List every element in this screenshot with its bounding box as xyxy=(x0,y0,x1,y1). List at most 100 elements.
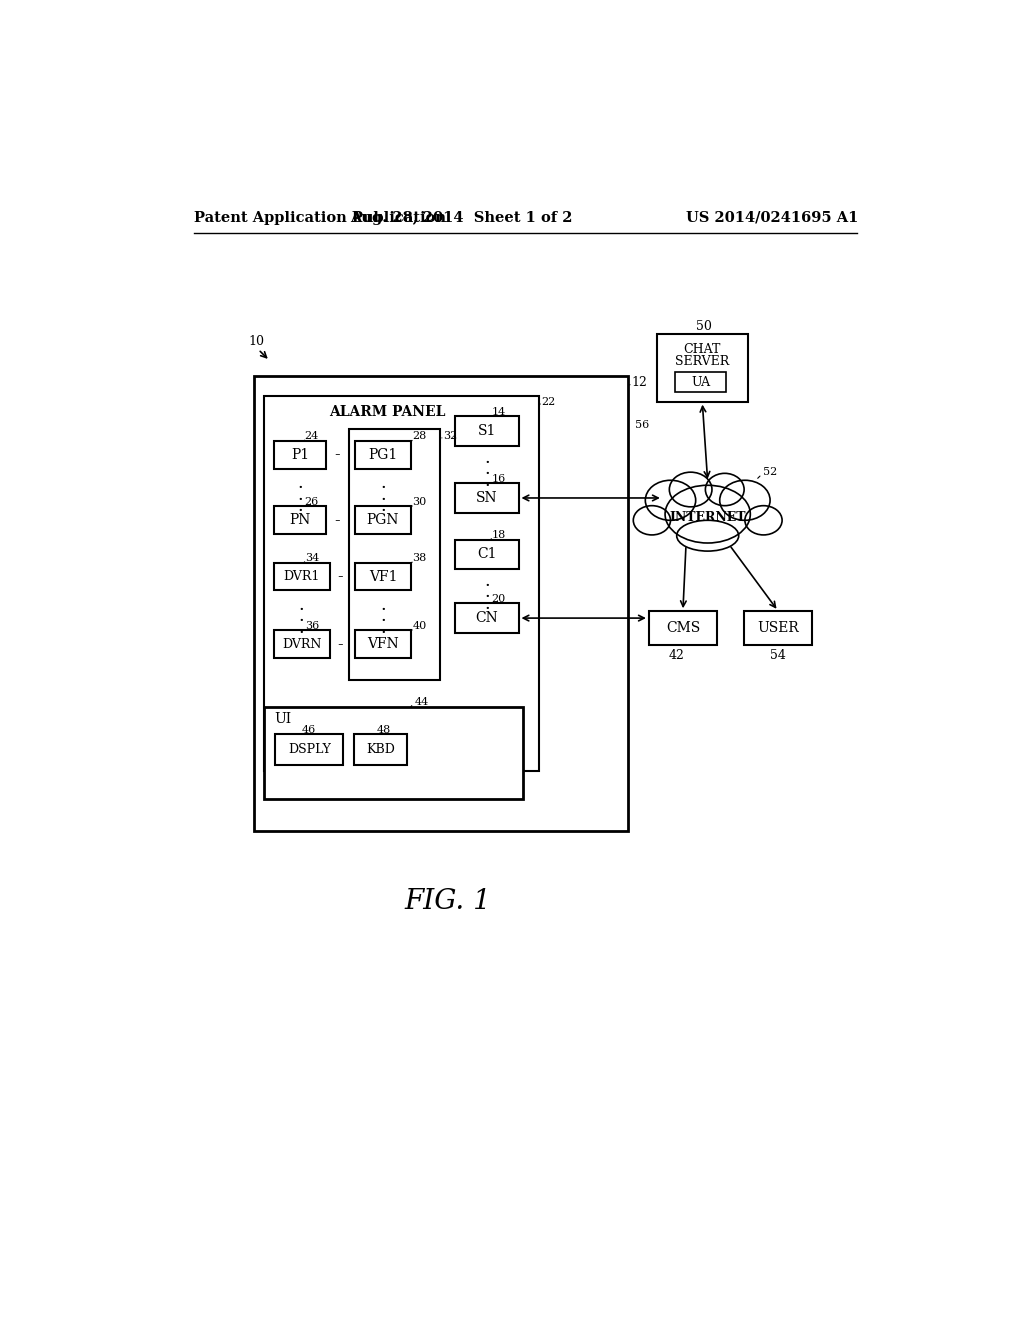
Text: ·: · xyxy=(380,502,386,520)
Bar xyxy=(455,603,518,632)
Text: 46: 46 xyxy=(302,725,315,735)
Text: ·: · xyxy=(299,624,304,642)
Text: VF1: VF1 xyxy=(369,569,397,583)
Bar xyxy=(273,441,327,469)
Text: SN: SN xyxy=(476,491,498,506)
Bar xyxy=(355,441,411,469)
Bar xyxy=(263,396,539,771)
Text: 34: 34 xyxy=(305,553,318,564)
Text: USER: USER xyxy=(758,622,799,635)
Text: 50: 50 xyxy=(696,319,712,333)
Text: ·: · xyxy=(297,502,303,520)
Text: ALARM PANEL: ALARM PANEL xyxy=(330,405,445,420)
Text: DSPLY: DSPLY xyxy=(288,743,331,756)
Text: DVRN: DVRN xyxy=(282,638,322,651)
Text: 52: 52 xyxy=(764,467,778,477)
Text: 42: 42 xyxy=(669,649,685,663)
Bar xyxy=(273,507,327,535)
Text: 38: 38 xyxy=(413,553,427,564)
Bar xyxy=(273,562,330,590)
Bar xyxy=(349,429,440,680)
Bar xyxy=(455,540,518,569)
Text: ·: · xyxy=(380,479,386,496)
Text: -: - xyxy=(338,568,343,585)
Bar xyxy=(355,562,411,590)
Text: 12: 12 xyxy=(631,376,647,389)
Text: CMS: CMS xyxy=(666,622,700,635)
Text: ·: · xyxy=(299,601,304,619)
Text: 28: 28 xyxy=(413,432,427,441)
Bar xyxy=(254,376,628,830)
Ellipse shape xyxy=(706,474,744,506)
Text: US 2014/0241695 A1: US 2014/0241695 A1 xyxy=(686,211,858,224)
Text: UA: UA xyxy=(691,376,711,389)
Text: C1: C1 xyxy=(477,548,497,561)
Text: 40: 40 xyxy=(413,620,427,631)
Text: ·: · xyxy=(380,491,386,508)
Text: Patent Application Publication: Patent Application Publication xyxy=(194,211,445,224)
Bar xyxy=(675,372,726,392)
Bar xyxy=(744,611,812,645)
Text: ·: · xyxy=(380,624,386,642)
Text: 36: 36 xyxy=(305,620,318,631)
Text: -: - xyxy=(335,512,340,529)
Text: 16: 16 xyxy=(492,474,506,483)
Bar xyxy=(455,416,518,446)
Text: CN: CN xyxy=(475,611,499,626)
Text: 30: 30 xyxy=(413,496,427,507)
Text: 24: 24 xyxy=(305,432,318,441)
Text: ·: · xyxy=(484,465,489,483)
Bar xyxy=(275,734,343,766)
Ellipse shape xyxy=(665,486,751,543)
Text: ·: · xyxy=(297,479,303,496)
Text: DVR1: DVR1 xyxy=(284,570,319,583)
Text: ·: · xyxy=(297,491,303,508)
Text: 10: 10 xyxy=(248,335,264,348)
Text: 32: 32 xyxy=(442,430,457,441)
Bar xyxy=(355,507,411,535)
Text: -: - xyxy=(335,446,340,463)
Bar xyxy=(273,631,330,659)
Text: ·: · xyxy=(484,454,489,471)
Text: 22: 22 xyxy=(541,397,555,407)
Text: 56: 56 xyxy=(635,420,649,430)
Text: ·: · xyxy=(484,589,489,606)
Text: KBD: KBD xyxy=(367,743,395,756)
Text: FIG. 1: FIG. 1 xyxy=(403,888,490,915)
Text: VFN: VFN xyxy=(367,638,399,651)
Text: S1: S1 xyxy=(477,424,496,438)
Text: 26: 26 xyxy=(304,496,318,507)
Text: ·: · xyxy=(484,599,489,618)
Text: ·: · xyxy=(484,477,489,495)
Text: CHAT: CHAT xyxy=(684,343,721,356)
Text: INTERNET: INTERNET xyxy=(670,511,745,524)
Bar xyxy=(455,483,518,512)
Text: 18: 18 xyxy=(492,529,506,540)
Text: 20: 20 xyxy=(492,594,506,603)
Text: PG1: PG1 xyxy=(369,447,397,462)
Text: 54: 54 xyxy=(770,649,786,663)
Bar xyxy=(355,631,411,659)
Bar xyxy=(354,734,407,766)
Text: ·: · xyxy=(299,612,304,630)
Text: 14: 14 xyxy=(492,407,506,417)
Bar xyxy=(263,706,523,799)
Ellipse shape xyxy=(744,506,782,535)
Text: ·: · xyxy=(380,601,386,619)
Text: P1: P1 xyxy=(291,447,309,462)
Text: ·: · xyxy=(484,577,489,595)
Text: ·: · xyxy=(380,612,386,630)
Ellipse shape xyxy=(677,520,738,552)
Bar xyxy=(656,334,748,401)
Text: Aug. 28, 2014  Sheet 1 of 2: Aug. 28, 2014 Sheet 1 of 2 xyxy=(350,211,572,224)
Ellipse shape xyxy=(670,473,712,507)
Ellipse shape xyxy=(645,480,695,520)
Bar xyxy=(649,611,717,645)
Text: PGN: PGN xyxy=(367,513,399,527)
Ellipse shape xyxy=(633,506,671,535)
Text: 48: 48 xyxy=(377,725,391,735)
Text: -: - xyxy=(338,636,343,653)
Ellipse shape xyxy=(720,480,770,520)
Text: UI: UI xyxy=(274,711,292,726)
Text: SERVER: SERVER xyxy=(675,355,729,368)
